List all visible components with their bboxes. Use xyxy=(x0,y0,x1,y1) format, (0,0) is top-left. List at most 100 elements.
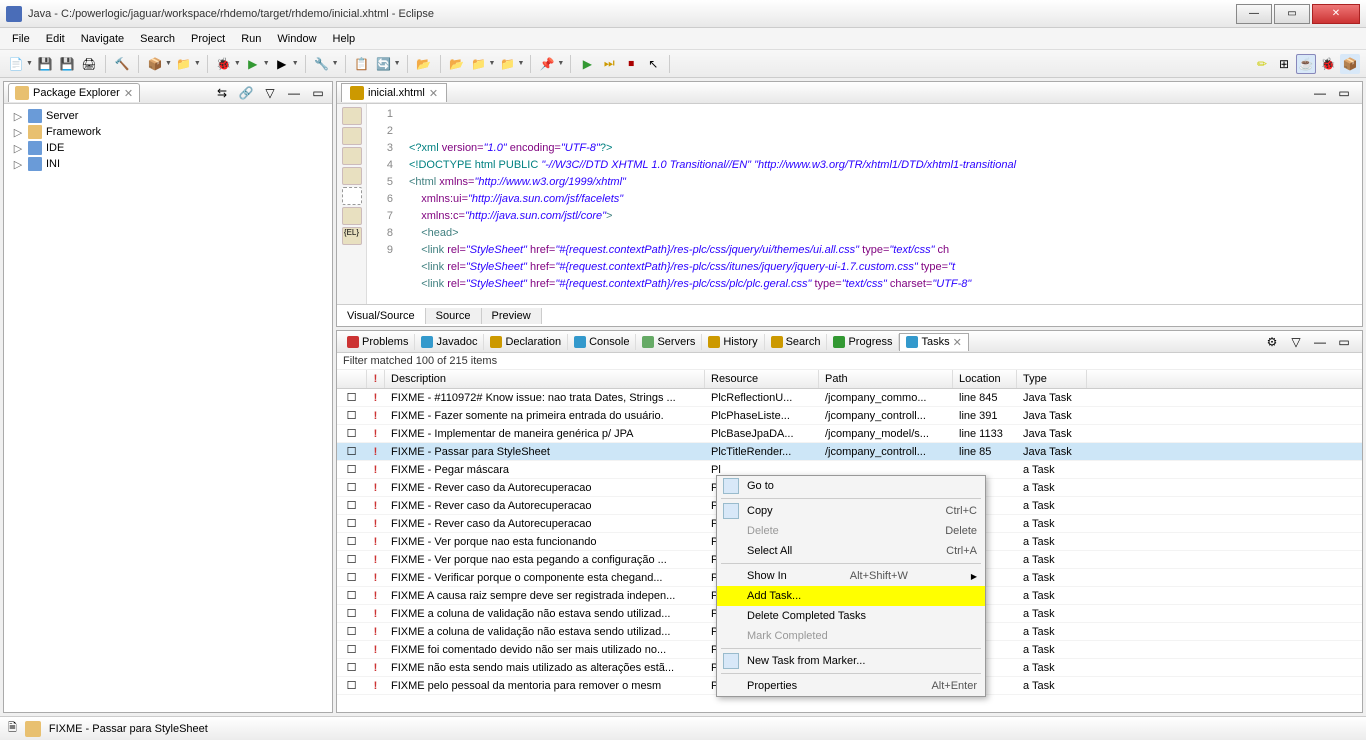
task-checkbox[interactable]: ☐ xyxy=(337,587,367,604)
resume-button[interactable]: ▶ xyxy=(577,54,597,74)
view-tab-progress[interactable]: Progress xyxy=(827,334,899,350)
task-checkbox[interactable]: ☐ xyxy=(337,389,367,406)
run-button[interactable]: ▶ xyxy=(243,54,263,74)
col-location[interactable]: Location xyxy=(953,370,1017,388)
col-description[interactable]: Description xyxy=(385,370,705,388)
menu-item-select-all[interactable]: Select AllCtrl+A xyxy=(717,541,985,561)
print-button[interactable]: 🖨 xyxy=(79,54,99,74)
view-menu-button[interactable]: ⚙ xyxy=(1262,332,1282,352)
col-path[interactable]: Path xyxy=(819,370,953,388)
view-tab-servers[interactable]: Servers xyxy=(636,334,702,350)
expand-icon[interactable]: ▷ xyxy=(12,110,24,123)
task-checkbox[interactable]: ☐ xyxy=(337,407,367,424)
view-tab-history[interactable]: History xyxy=(702,334,764,350)
task-row[interactable]: ☐!FIXME - Fazer somente na primeira entr… xyxy=(337,407,1362,425)
gutter-uncomment-button[interactable] xyxy=(342,147,362,165)
view-tab-console[interactable]: Console xyxy=(568,334,636,350)
view-tab-declaration[interactable]: Declaration xyxy=(484,334,568,350)
menu-file[interactable]: File xyxy=(4,30,38,48)
view-menu-button[interactable]: ▽ xyxy=(260,83,280,103)
menu-item-properties[interactable]: PropertiesAlt+Enter xyxy=(717,676,985,696)
minimize-editor-button[interactable]: — xyxy=(1310,83,1330,103)
expand-icon[interactable]: ▷ xyxy=(12,126,24,139)
menu-item-add-task[interactable]: Add Task... xyxy=(717,586,985,606)
task-checkbox[interactable]: ☐ xyxy=(337,443,367,460)
view-tab-javadoc[interactable]: Javadoc xyxy=(415,334,484,350)
gutter-text-button[interactable] xyxy=(342,187,362,205)
menu-item-go-to[interactable]: Go to xyxy=(717,476,985,496)
menu-run[interactable]: Run xyxy=(233,30,269,48)
view-tab-problems[interactable]: Problems xyxy=(341,334,415,350)
editor-mode-tab[interactable]: Source xyxy=(426,308,482,324)
new-package-button[interactable]: 📁 xyxy=(174,54,194,74)
gutter-el-button[interactable]: {EL} xyxy=(342,227,362,245)
new-wizard-button[interactable]: 📦 xyxy=(145,54,165,74)
tree-item-server[interactable]: ▷Server xyxy=(8,108,328,124)
col-complete[interactable] xyxy=(337,370,367,388)
task-checkbox[interactable]: ☐ xyxy=(337,515,367,532)
menu-item-copy[interactable]: CopyCtrl+C xyxy=(717,501,985,521)
menu-item-show-in[interactable]: Show InAlt+Shift+W▶ xyxy=(717,566,985,586)
task-checkbox[interactable]: ☐ xyxy=(337,551,367,568)
close-icon[interactable]: ✕ xyxy=(953,336,962,349)
menu-item-delete-completed-tasks[interactable]: Delete Completed Tasks xyxy=(717,606,985,626)
expand-icon[interactable]: ▷ xyxy=(12,158,24,171)
maximize-view-button[interactable]: ▭ xyxy=(308,83,328,103)
ext-tools-button[interactable]: 🔧 xyxy=(312,54,332,74)
task-checkbox[interactable]: ☐ xyxy=(337,479,367,496)
task-row[interactable]: ☐!FIXME - Passar para StyleSheetPlcTitle… xyxy=(337,443,1362,461)
task-checkbox[interactable]: ☐ xyxy=(337,461,367,478)
nav-button[interactable]: 📁 xyxy=(469,54,489,74)
build-button[interactable]: 🔨 xyxy=(112,54,132,74)
gutter-comment-button[interactable] xyxy=(342,127,362,145)
task-checkbox[interactable]: ☐ xyxy=(337,623,367,640)
maximize-editor-button[interactable]: ▭ xyxy=(1334,83,1354,103)
minimize-button[interactable]: — xyxy=(1236,4,1272,24)
editor-mode-tab[interactable]: Visual/Source xyxy=(337,308,426,324)
task-row[interactable]: ☐!FIXME - #110972# Know issue: nao trata… xyxy=(337,389,1362,407)
tree-item-ide[interactable]: ▷IDE xyxy=(8,140,328,156)
task-checkbox[interactable]: ☐ xyxy=(337,677,367,694)
save-button[interactable]: 💾 xyxy=(35,54,55,74)
col-resource[interactable]: Resource xyxy=(705,370,819,388)
highlight-button[interactable]: ✏ xyxy=(1252,54,1272,74)
task-checkbox[interactable]: ☐ xyxy=(337,533,367,550)
menu-window[interactable]: Window xyxy=(269,30,324,48)
task-checkbox[interactable]: ☐ xyxy=(337,641,367,658)
collapse-all-button[interactable]: ⇆ xyxy=(212,83,232,103)
maximize-button[interactable]: ▭ xyxy=(1274,4,1310,24)
menu-help[interactable]: Help xyxy=(325,30,364,48)
expand-icon[interactable]: ▷ xyxy=(12,142,24,155)
new-button[interactable]: 📄 xyxy=(6,54,26,74)
col-type[interactable]: Type xyxy=(1017,370,1087,388)
save-all-button[interactable]: 💾 xyxy=(57,54,77,74)
java-perspective-button[interactable]: ☕ xyxy=(1296,54,1316,74)
minimize-view-button[interactable]: — xyxy=(1310,332,1330,352)
view-dropdown-button[interactable]: ▽ xyxy=(1286,332,1306,352)
menu-project[interactable]: Project xyxy=(183,30,233,48)
stop-button[interactable]: ⏹ xyxy=(621,54,641,74)
close-tab-icon[interactable]: ✕ xyxy=(429,87,438,100)
task-checkbox[interactable]: ☐ xyxy=(337,569,367,586)
view-tab-search[interactable]: Search xyxy=(765,334,828,350)
debug-button[interactable]: 🐞 xyxy=(214,54,234,74)
nav2-button[interactable]: 📁 xyxy=(497,54,517,74)
new-servlet-button[interactable]: 📋 xyxy=(352,54,372,74)
menu-item-new-task-from-marker[interactable]: New Task from Marker... xyxy=(717,651,985,671)
pin-button[interactable]: 📌 xyxy=(537,54,557,74)
tree-item-ini[interactable]: ▷INI xyxy=(8,156,328,172)
gutter-format-button[interactable] xyxy=(342,107,362,125)
gutter-bold-button[interactable] xyxy=(342,207,362,225)
code-editor[interactable]: 1 2 3 4 5 6 7 8 9 <?xml version="1.0" en… xyxy=(367,104,1362,304)
task-checkbox[interactable]: ☐ xyxy=(337,497,367,514)
task-row[interactable]: ☐!FIXME - Implementar de maneira genéric… xyxy=(337,425,1362,443)
debug-perspective-button[interactable]: 🐞 xyxy=(1318,54,1338,74)
run-last-button[interactable]: ▶ xyxy=(272,54,292,74)
task-checkbox[interactable]: ☐ xyxy=(337,425,367,442)
package-tree[interactable]: ▷Server▷Framework▷IDE▷INI xyxy=(4,104,332,176)
skip-button[interactable]: ⏭ xyxy=(599,54,619,74)
editor-tab[interactable]: inicial.xhtml ✕ xyxy=(341,83,447,102)
task-checkbox[interactable]: ☐ xyxy=(337,605,367,622)
link-editor-button[interactable]: 🔗 xyxy=(236,83,256,103)
menu-edit[interactable]: Edit xyxy=(38,30,73,48)
